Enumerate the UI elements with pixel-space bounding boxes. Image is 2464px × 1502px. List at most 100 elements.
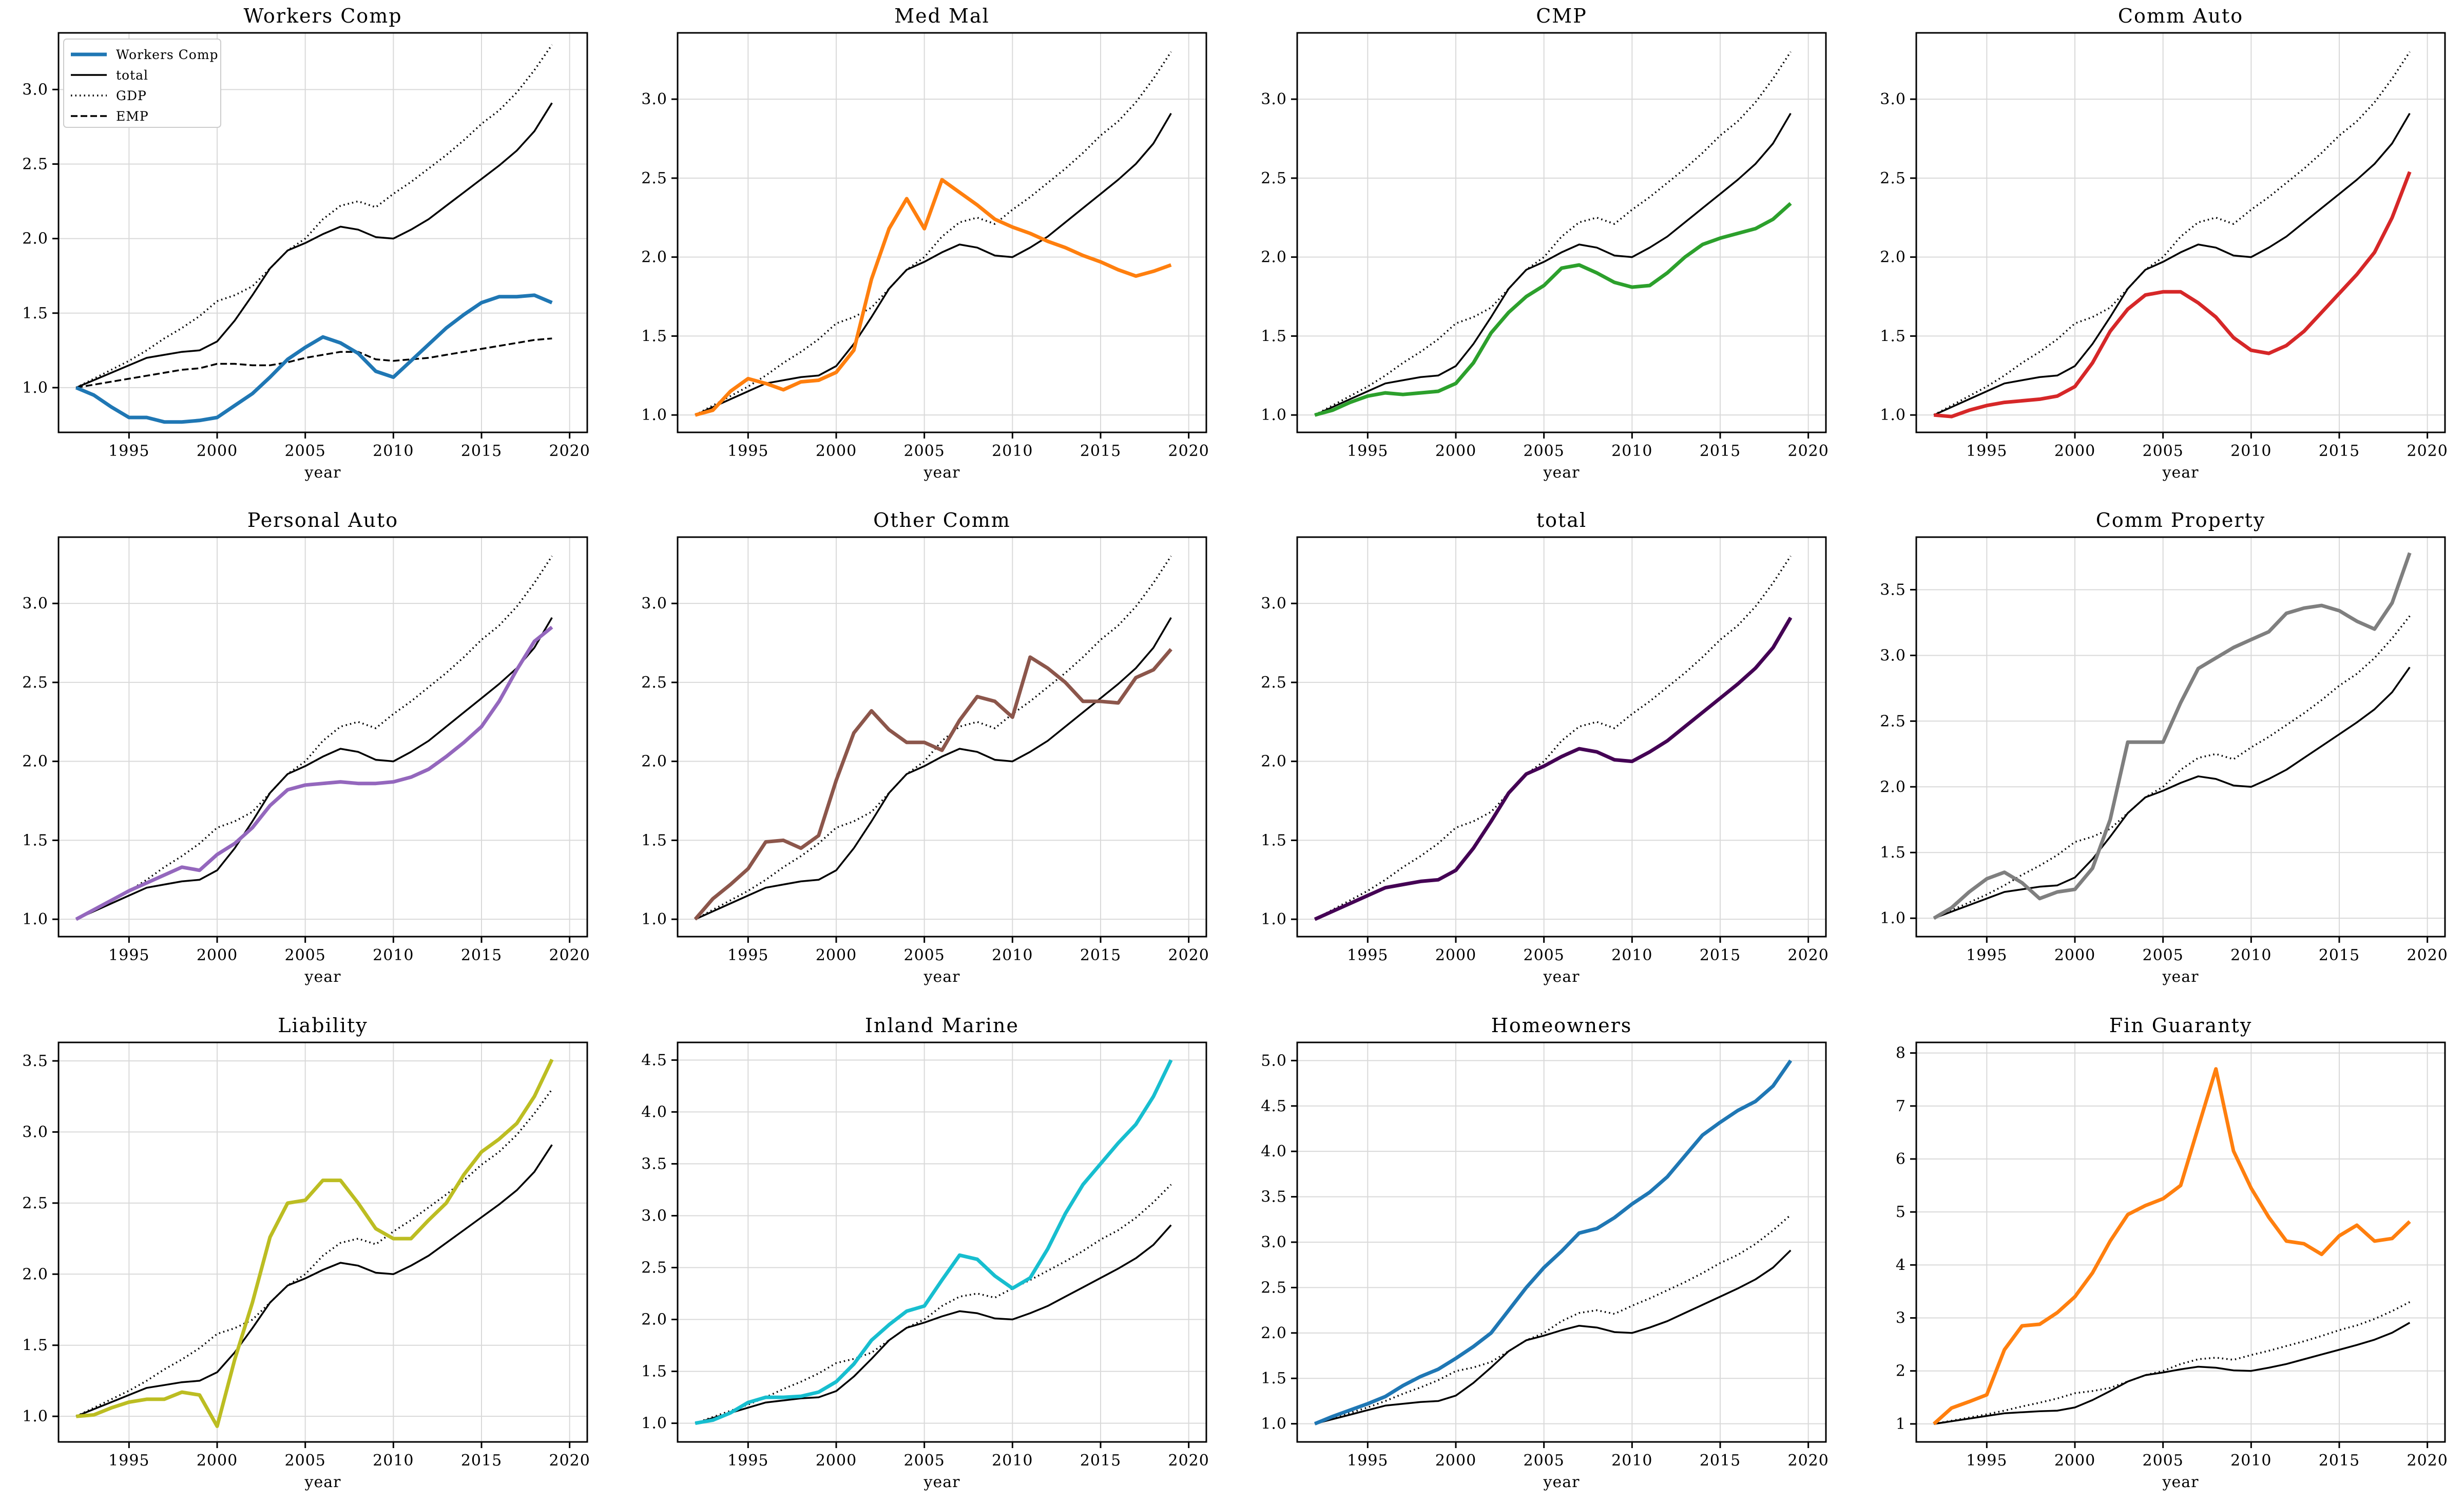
x-tick-label: 2020 <box>2407 946 2448 964</box>
series-line-solid-reference <box>1933 667 2411 919</box>
x-tick-label: 2020 <box>1787 442 1828 460</box>
y-tick-label: 2.5 <box>22 674 48 692</box>
x-tick-label: 2010 <box>2230 442 2272 460</box>
axes-frame <box>1296 32 1827 433</box>
chart-title: Fin Guaranty <box>2109 1014 2253 1037</box>
axes-frame <box>1296 536 1827 938</box>
axes-frame <box>677 1041 1207 1443</box>
panel-total: 1995 2000 2005 2010 2015 2020 1.0 1.5 2.0 2.5 3.0 t… <box>1261 509 1828 986</box>
x-tick-label: 2005 <box>1523 442 1564 460</box>
x-axis-label: year <box>2162 464 2199 482</box>
axes-frame <box>1915 1041 2446 1443</box>
y-tick-label: 3.5 <box>1261 1188 1287 1206</box>
panel-comm-property: 1995 2000 2005 2010 2015 2020 1.0 1.5 2.0 2.5 3.0 3… <box>1880 509 2448 986</box>
x-tick-label: 2010 <box>1611 1452 1652 1470</box>
x-tick-label: 2000 <box>2054 946 2095 964</box>
x-tick-label: 1995 <box>1966 442 2007 460</box>
x-axis-label: year <box>304 968 341 986</box>
y-tick-label: 2.0 <box>1261 249 1287 267</box>
series-group <box>695 1059 1173 1425</box>
x-tick-label: 2005 <box>1523 1452 1564 1470</box>
x-tick-label: 2000 <box>1435 442 1476 460</box>
series-line-main <box>1933 171 2412 419</box>
x-tick-label: 2015 <box>2319 1452 2360 1470</box>
y-tick-label: 2.5 <box>641 1259 667 1277</box>
y-tick-label: 1.0 <box>641 910 667 928</box>
legend-box <box>63 39 221 128</box>
x-tick-label: 1995 <box>1347 1452 1388 1470</box>
x-tick-label: 2000 <box>197 1452 238 1470</box>
x-tick-label: 1995 <box>1966 946 2007 964</box>
series-line-solid-reference <box>1314 1249 1792 1425</box>
y-tick-label: 3.0 <box>641 1207 667 1225</box>
x-tick-label: 2015 <box>461 442 502 460</box>
x-axis-label: year <box>1543 464 1580 482</box>
series-line-solid-reference <box>1314 112 1792 416</box>
y-tick-label: 2.5 <box>1261 169 1287 187</box>
x-tick-label: 2005 <box>2142 1452 2183 1470</box>
legend: Workers Comp total GDP EMP <box>63 39 221 128</box>
x-tick-label: 2000 <box>1435 946 1476 964</box>
chart-title: Liability <box>278 1014 368 1037</box>
x-tick-label: 2005 <box>284 442 325 460</box>
y-tick-label: 1.0 <box>1261 406 1287 424</box>
x-tick-label: 2015 <box>1080 1452 1121 1470</box>
panel-workers-comp: 1995 2000 2005 2010 2015 2020 1.0 1.5 2.0 2.5 3.0 W… <box>22 5 590 482</box>
series-line-main <box>75 625 553 921</box>
y-tick-label: 3.0 <box>22 81 48 99</box>
series-line-dotted <box>695 1184 1172 1424</box>
x-tick-label: 2005 <box>903 946 945 964</box>
x-tick-label: 2020 <box>549 442 590 460</box>
y-tick-label: 3 <box>1896 1309 1906 1327</box>
y-tick-label: 5.0 <box>1261 1052 1287 1070</box>
y-tick-label: 4.5 <box>1261 1097 1287 1115</box>
x-tick-label: 2010 <box>2230 946 2272 964</box>
series-line-main <box>695 178 1172 417</box>
axes-frame <box>57 32 588 433</box>
x-axis-label: year <box>1543 968 1580 986</box>
x-tick-label: 2005 <box>1523 946 1564 964</box>
series-group <box>1932 1067 2411 1425</box>
x-tick-label: 2020 <box>1168 1452 1209 1470</box>
y-tick-label: 5 <box>1896 1203 1906 1221</box>
series-group <box>695 51 1172 417</box>
x-tick-label: 2015 <box>1700 946 1741 964</box>
y-tick-label: 3.0 <box>1261 1233 1287 1251</box>
y-tick-label: 3.0 <box>22 595 48 613</box>
series-line-dotted <box>75 1089 553 1417</box>
x-axis-label: year <box>304 1473 341 1491</box>
x-tick-label: 2020 <box>2407 442 2448 460</box>
y-tick-label: 4 <box>1896 1256 1906 1274</box>
x-tick-label: 2010 <box>992 442 1033 460</box>
x-tick-label: 2020 <box>2407 1452 2448 1470</box>
series-line-main <box>694 648 1172 921</box>
x-tick-label: 2010 <box>992 1452 1033 1470</box>
panel-liability: 1995 2000 2005 2010 2015 2020 1.0 1.5 2.0 2.5 3.0 3… <box>22 1014 590 1491</box>
x-tick-label: 2020 <box>1168 946 1209 964</box>
y-tick-label: 2.5 <box>641 674 667 692</box>
x-tick-label: 2010 <box>373 946 414 964</box>
series-line-dotted <box>1314 1214 1792 1425</box>
x-axis-label: year <box>304 464 341 482</box>
series-line-main <box>695 1059 1173 1425</box>
x-tick-label: 2015 <box>1700 442 1741 460</box>
y-tick-label: 2.0 <box>1880 249 1906 267</box>
y-tick-label: 3.0 <box>1880 90 1906 108</box>
y-tick-label: 8 <box>1896 1044 1906 1062</box>
chart-title: Inland Marine <box>865 1014 1019 1037</box>
y-tick-label: 1.0 <box>22 1408 48 1425</box>
y-tick-label: 1.5 <box>641 1363 667 1381</box>
y-tick-label: 2.5 <box>641 169 667 187</box>
legend-label-emp: EMP <box>116 109 149 124</box>
y-tick-label: 1.5 <box>1261 1370 1287 1387</box>
x-tick-label: 2020 <box>1787 1452 1828 1470</box>
y-tick-label: 4.0 <box>1261 1143 1287 1161</box>
series-group <box>1314 1059 1793 1425</box>
y-tick-label: 3.5 <box>641 1155 667 1173</box>
series-line-solid-reference <box>75 1144 553 1417</box>
x-tick-label: 2005 <box>903 442 945 460</box>
y-tick-label: 2.5 <box>1261 1279 1287 1297</box>
y-tick-label: 1.0 <box>22 379 48 397</box>
y-tick-label: 3.0 <box>641 90 667 108</box>
x-tick-label: 1995 <box>108 946 149 964</box>
